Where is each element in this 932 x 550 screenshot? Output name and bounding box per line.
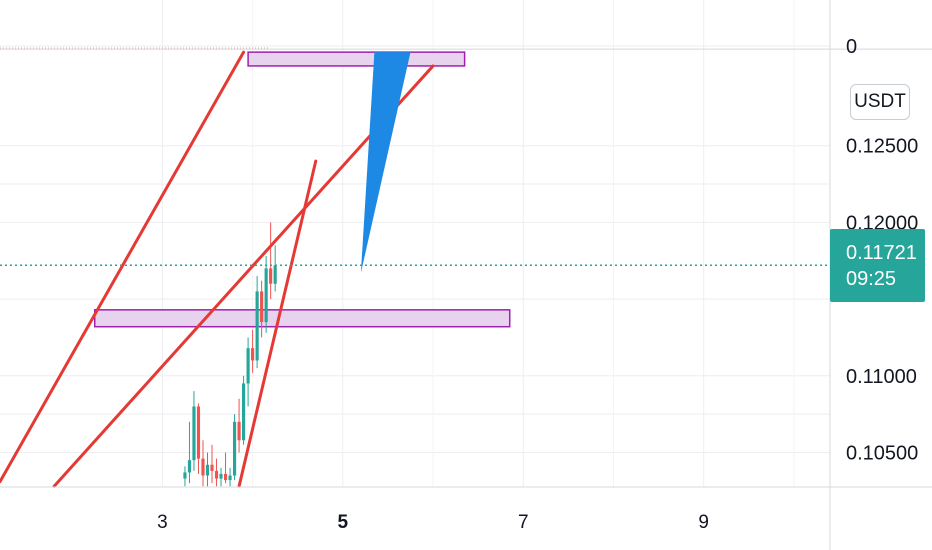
chart-grid [0, 0, 830, 487]
candle-body-20 [273, 265, 277, 284]
price-tick-label-4: 0.10500 [846, 442, 918, 464]
time-tick-label-2: 7 [518, 512, 529, 533]
candle-body-5 [205, 464, 210, 476]
price-tick-label-3: 0.11000 [846, 366, 917, 388]
candle-body-14 [246, 348, 250, 384]
candle-body-19 [269, 268, 273, 284]
candle-body-18 [264, 268, 268, 323]
candle-body-9 [223, 473, 228, 481]
candle-body-0 [183, 472, 187, 479]
candle-body-8 [219, 473, 223, 479]
candle-body-3 [196, 406, 201, 459]
price-tick-label-1: 0.12500 [846, 136, 918, 158]
bar-countdown: 09:25 [846, 267, 897, 290]
price-axis-labels: 0 0.12500 0.12000 0.11000 0.10500 [846, 36, 918, 464]
time-tick-label-0: 3 [157, 512, 168, 533]
price-tick-label-0: 0 [846, 36, 857, 58]
currency-label: USDT [854, 91, 906, 112]
candle-body-17 [260, 291, 264, 323]
forecast-shape [360, 52, 411, 274]
candle-body-4 [201, 458, 205, 476]
trend-lines [0, 50, 435, 488]
candlesticks [183, 222, 277, 487]
zone-box-1 [93, 309, 511, 328]
candle-body-13 [242, 383, 246, 441]
zone-box-0 [247, 51, 466, 67]
candle-body-10 [228, 475, 232, 481]
candle-body-16 [255, 291, 259, 361]
trend-line-0 [0, 50, 246, 484]
candle-body-7 [214, 470, 219, 479]
last-price-value: 0.11721 [846, 241, 917, 264]
candle-body-2 [192, 406, 196, 461]
candle-body-6 [210, 464, 214, 471]
forecast-wedge [360, 52, 411, 274]
zone-boxes [93, 51, 511, 328]
candle-body-11 [232, 421, 237, 476]
time-tick-label-3: 9 [698, 512, 709, 533]
candle-body-1 [187, 460, 192, 473]
last-price-badge: 0.11721 09:25 [830, 229, 925, 302]
trend-line-2 [237, 159, 318, 488]
currency-badge[interactable]: USDT [850, 84, 910, 120]
price-tick-label-2: 0.12000 [846, 212, 918, 234]
time-tick-label-1: 5 [338, 512, 349, 533]
candle-body-12 [237, 421, 241, 441]
time-axis-labels: 3 5 7 9 [157, 512, 709, 533]
candle-body-15 [251, 348, 255, 361]
